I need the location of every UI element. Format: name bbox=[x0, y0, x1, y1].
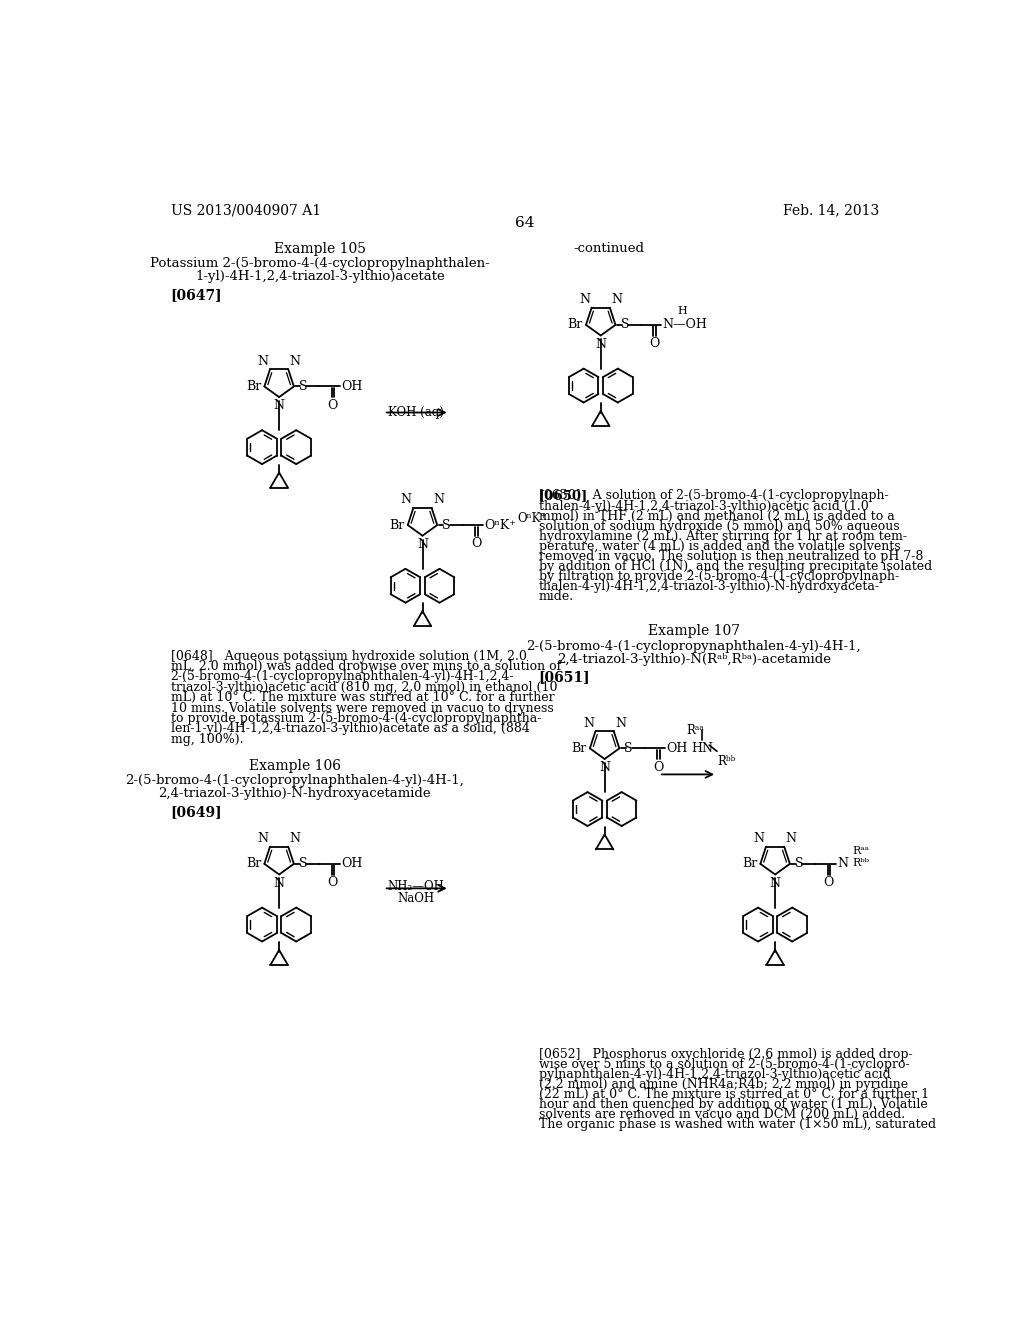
Text: [0651]: [0651] bbox=[539, 671, 591, 685]
Text: Rᵇᵇ: Rᵇᵇ bbox=[717, 755, 735, 768]
Text: N: N bbox=[615, 717, 627, 730]
Text: Br: Br bbox=[389, 519, 404, 532]
Text: 2-(5-bromo-4-(1-cyclopropylnaphthalen-4-yl)-4H-1,: 2-(5-bromo-4-(1-cyclopropylnaphthalen-4-… bbox=[125, 775, 464, 788]
Text: N: N bbox=[257, 355, 268, 368]
Text: N: N bbox=[599, 762, 610, 775]
Text: (22 mL) at 0° C. The mixture is stirred at 0° C. for a further 1: (22 mL) at 0° C. The mixture is stirred … bbox=[539, 1088, 929, 1101]
Text: HN: HN bbox=[691, 742, 714, 755]
Text: S: S bbox=[299, 858, 307, 870]
Text: mL) at 10° C. The mixture was stirred at 10° C. for a further: mL) at 10° C. The mixture was stirred at… bbox=[171, 692, 554, 705]
Text: [0650]   A solution of 2-(5-bromo-4-(1-cyclopropylnaph-: [0650] A solution of 2-(5-bromo-4-(1-cyc… bbox=[539, 490, 889, 503]
Text: N: N bbox=[290, 832, 301, 845]
Text: N—OH: N—OH bbox=[663, 318, 708, 331]
Text: Br: Br bbox=[246, 380, 261, 393]
Text: removed in vacuo. The solution is then neutralized to pH 7-8: removed in vacuo. The solution is then n… bbox=[539, 549, 923, 562]
Text: Feb. 14, 2013: Feb. 14, 2013 bbox=[782, 203, 879, 216]
Text: OH: OH bbox=[667, 742, 688, 755]
Text: solution of sodium hydroxide (5 mmol) and 50% aqueous: solution of sodium hydroxide (5 mmol) an… bbox=[539, 520, 899, 532]
Text: N: N bbox=[580, 293, 590, 306]
Text: N: N bbox=[400, 494, 412, 507]
Text: -continued: -continued bbox=[573, 242, 644, 255]
Text: KOH (aq): KOH (aq) bbox=[388, 407, 444, 420]
Text: [0647]: [0647] bbox=[171, 288, 222, 302]
Text: S: S bbox=[442, 519, 451, 532]
Text: N: N bbox=[257, 832, 268, 845]
Text: S: S bbox=[625, 742, 633, 755]
Text: Br: Br bbox=[246, 858, 261, 870]
Text: S: S bbox=[795, 858, 804, 870]
Text: perature, water (4 mL) is added and the volatile solvents: perature, water (4 mL) is added and the … bbox=[539, 540, 900, 553]
Text: O: O bbox=[328, 876, 338, 890]
Text: 1-yl)-4H-1,2,4-triazol-3-ylthio)acetate: 1-yl)-4H-1,2,4-triazol-3-ylthio)acetate bbox=[196, 271, 445, 282]
Text: pylnaphthalen-4-yl)-4H-1,2,4-triazol-3-ylthio)acetic acid: pylnaphthalen-4-yl)-4H-1,2,4-triazol-3-y… bbox=[539, 1068, 891, 1081]
Text: mL, 2.0 mmol) was added dropwise over mins to a solution of: mL, 2.0 mmol) was added dropwise over mi… bbox=[171, 660, 561, 673]
Text: N: N bbox=[417, 539, 428, 550]
Text: OⁿK⁺: OⁿK⁺ bbox=[518, 512, 548, 525]
Text: hydroxylamine (2 mL). After stirring for 1 hr at room tem-: hydroxylamine (2 mL). After stirring for… bbox=[539, 529, 906, 543]
Text: OⁿK⁺: OⁿK⁺ bbox=[484, 519, 516, 532]
Text: 2-(5-bromo-4-(1-cyclopropylnaphthalen-4-yl)-4H-1,2,4-: 2-(5-bromo-4-(1-cyclopropylnaphthalen-4-… bbox=[171, 671, 514, 684]
Text: Example 105: Example 105 bbox=[274, 242, 367, 256]
Text: Example 106: Example 106 bbox=[249, 759, 341, 774]
Text: N: N bbox=[785, 832, 797, 845]
Text: N: N bbox=[583, 717, 594, 730]
Text: N: N bbox=[838, 858, 848, 870]
Text: N: N bbox=[290, 355, 301, 368]
Text: Br: Br bbox=[567, 318, 583, 331]
Text: by filtration to provide 2-(5-bromo-4-(1-cyclopropylnaph-: by filtration to provide 2-(5-bromo-4-(1… bbox=[539, 570, 899, 582]
Text: 2,4-triazol-3-ylthio)-N(Rᵃᵇ,Rᵇᵃ)-acetamide: 2,4-triazol-3-ylthio)-N(Rᵃᵇ,Rᵇᵃ)-acetami… bbox=[557, 653, 830, 665]
Text: [0649]: [0649] bbox=[171, 805, 222, 820]
Text: N: N bbox=[770, 876, 780, 890]
Text: H: H bbox=[677, 306, 687, 317]
Text: Br: Br bbox=[571, 742, 587, 755]
Text: NH₂—OH: NH₂—OH bbox=[388, 880, 444, 892]
Text: triazol-3-ylthio)acetic acid (810 mg, 2.0 mmol) in ethanol (10: triazol-3-ylthio)acetic acid (810 mg, 2.… bbox=[171, 681, 557, 694]
Text: by addition of HCl (1N), and the resulting precipitate isolated: by addition of HCl (1N), and the resulti… bbox=[539, 560, 932, 573]
Text: Rᵃᵃ: Rᵃᵃ bbox=[853, 846, 869, 855]
Text: 2-(5-bromo-4-(1-cyclopropynaphthalen-4-yl)-4H-1,: 2-(5-bromo-4-(1-cyclopropynaphthalen-4-y… bbox=[526, 640, 861, 652]
Text: mg, 100%).: mg, 100%). bbox=[171, 733, 243, 746]
Text: mmol) in THF (2 mL) and methanol (2 mL) is added to a: mmol) in THF (2 mL) and methanol (2 mL) … bbox=[539, 510, 895, 523]
Text: N: N bbox=[273, 400, 285, 412]
Text: NaOH: NaOH bbox=[397, 892, 435, 906]
Text: S: S bbox=[621, 318, 629, 331]
Text: [0650]: [0650] bbox=[539, 490, 588, 503]
Text: N: N bbox=[754, 832, 765, 845]
Text: [0648]   Aqueous potassium hydroxide solution (1M, 2.0: [0648] Aqueous potassium hydroxide solut… bbox=[171, 649, 526, 663]
Text: Br: Br bbox=[742, 858, 758, 870]
Text: O: O bbox=[471, 537, 481, 550]
Text: O: O bbox=[653, 760, 664, 774]
Text: N: N bbox=[433, 494, 444, 507]
Text: len-1-yl)-4H-1,2,4-triazol-3-ylthio)acetate as a solid, (884: len-1-yl)-4H-1,2,4-triazol-3-ylthio)acet… bbox=[171, 722, 529, 735]
Text: N: N bbox=[595, 338, 606, 351]
Text: OH: OH bbox=[341, 380, 362, 393]
Text: [0652]   Phosphorus oxychloride (2.6 mmol) is added drop-: [0652] Phosphorus oxychloride (2.6 mmol)… bbox=[539, 1048, 912, 1061]
Text: S: S bbox=[299, 380, 307, 393]
Text: Rᵇᵇ: Rᵇᵇ bbox=[853, 858, 869, 867]
Text: thalen-4-yl)-4H-1,2,4-triazol-3-ylthio)-N-hydroxyaceta-: thalen-4-yl)-4H-1,2,4-triazol-3-ylthio)-… bbox=[539, 579, 880, 593]
Text: solvents are removed in vacuo and DCM (200 mL) added.: solvents are removed in vacuo and DCM (2… bbox=[539, 1107, 905, 1121]
Text: mide.: mide. bbox=[539, 590, 573, 603]
Text: (2.2 mmol) and amine (NHR4a;R4b; 2.2 mmol) in pyridine: (2.2 mmol) and amine (NHR4a;R4b; 2.2 mmo… bbox=[539, 1077, 908, 1090]
Text: 10 mins. Volatile solvents were removed in vacuo to dryness: 10 mins. Volatile solvents were removed … bbox=[171, 702, 553, 714]
Text: O: O bbox=[649, 337, 659, 350]
Text: US 2013/0040907 A1: US 2013/0040907 A1 bbox=[171, 203, 321, 216]
Text: thalen-4-yl)-4H-1,2,4-triazol-3-ylthio)acetic acid (1.0: thalen-4-yl)-4H-1,2,4-triazol-3-ylthio)a… bbox=[539, 499, 868, 512]
Text: O: O bbox=[328, 399, 338, 412]
Text: OH: OH bbox=[341, 858, 362, 870]
Text: hour and then quenched by addition of water (1 mL). Volatile: hour and then quenched by addition of wa… bbox=[539, 1098, 928, 1111]
Text: Potassium 2-(5-bromo-4-(4-cyclopropylnaphthalen-: Potassium 2-(5-bromo-4-(4-cyclopropylnap… bbox=[151, 257, 490, 271]
Text: N: N bbox=[611, 293, 623, 306]
Text: N: N bbox=[273, 876, 285, 890]
Text: O: O bbox=[823, 876, 834, 890]
Text: Example 107: Example 107 bbox=[648, 624, 739, 639]
Text: 2,4-triazol-3-ylthio)-N-hydroxyacetamide: 2,4-triazol-3-ylthio)-N-hydroxyacetamide bbox=[159, 788, 431, 800]
Text: to provide potassium 2-(5-bromo-4-(4-cyclopropylnaphtha-: to provide potassium 2-(5-bromo-4-(4-cyc… bbox=[171, 711, 541, 725]
Text: 64: 64 bbox=[515, 216, 535, 230]
Text: wise over 5 mins to a solution of 2-(5-bromo-4-(1-cyclopro-: wise over 5 mins to a solution of 2-(5-b… bbox=[539, 1057, 909, 1071]
Text: Rᵃᵃ: Rᵃᵃ bbox=[686, 725, 703, 738]
Text: The organic phase is washed with water (1×50 mL), saturated: The organic phase is washed with water (… bbox=[539, 1118, 936, 1131]
